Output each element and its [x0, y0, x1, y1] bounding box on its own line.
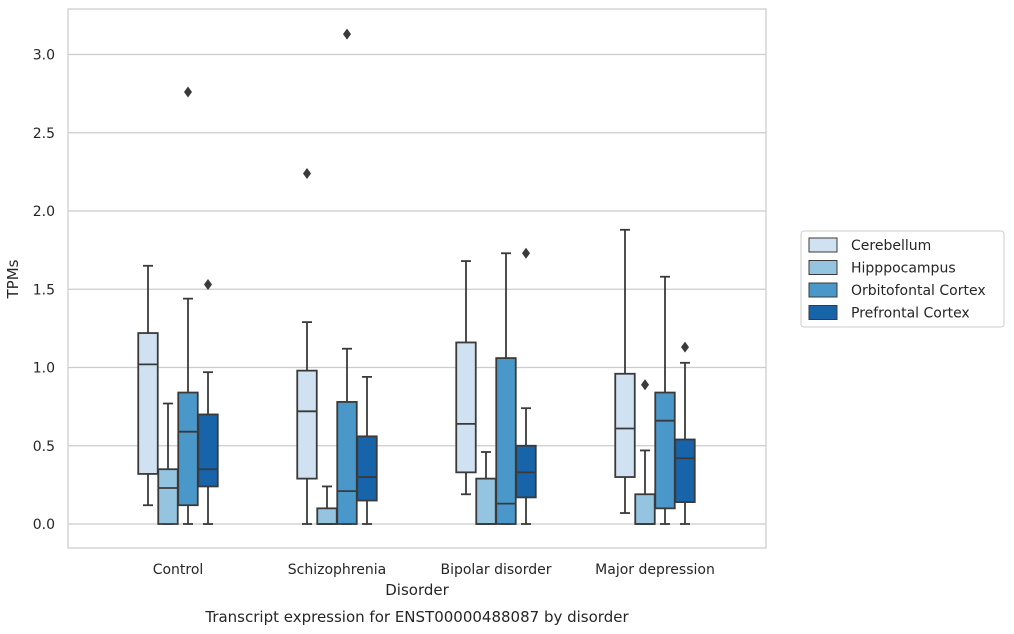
box-body: [157, 468, 179, 525]
box-hipppocampus-control: [157, 402, 179, 525]
x-tick-label: Major depression: [595, 562, 715, 578]
x-tick-label: Bipolar disorder: [440, 562, 551, 578]
outlier-point: [303, 167, 311, 179]
legend-label: Cerebellum: [851, 238, 931, 254]
box-hipppocampus-bipolar-disorder: [475, 451, 497, 525]
box-hipppocampus-schizophrenia: [316, 485, 338, 525]
box-body: [614, 372, 636, 478]
box-prefrontal-cortex-bipolar-disorder: [515, 247, 537, 525]
legend-swatch: [808, 260, 838, 275]
box-cerebellum-bipolar-disorder: [455, 260, 477, 496]
box-body: [356, 435, 378, 502]
box-prefrontal-cortex-major-depression: [674, 341, 696, 525]
box-body: [475, 477, 497, 525]
outlier-point: [184, 86, 192, 98]
box-body: [674, 438, 696, 503]
legend-swatch: [808, 237, 838, 253]
box-orbitofontal-cortex-schizophrenia: [336, 28, 358, 525]
y-tick-label: 1.0: [33, 361, 55, 377]
box-body: [316, 507, 338, 525]
chart-caption: Transcript expression for ENST0000048808…: [204, 608, 629, 626]
y-tick-labels: 0.0 0.5 1.0 1.5 2.0 2.5 3.0: [33, 48, 55, 534]
box-body: [455, 341, 477, 474]
legend-label: Hipppocampus: [851, 261, 956, 277]
y-tick-label: 2.0: [33, 204, 55, 220]
box-cerebellum-control: [137, 264, 159, 507]
x-axis-label: Disorder: [385, 581, 449, 599]
outlier-point: [204, 279, 212, 291]
x-tick-label: Schizophrenia: [288, 562, 386, 578]
legend: Cerebellum Hipppocampus Orbitofontal Corte…: [800, 230, 1005, 328]
box-cerebellum-schizophrenia: [296, 167, 318, 525]
outlier-point: [681, 341, 689, 353]
box-body: [336, 401, 358, 525]
y-tick-label: 3.0: [33, 48, 55, 64]
outlier-point: [343, 28, 351, 40]
box-orbitofontal-cortex-bipolar-disorder: [495, 252, 517, 525]
box-orbitofontal-cortex-control: [177, 86, 199, 525]
outlier-point: [522, 247, 530, 259]
x-tick-label: Control: [153, 562, 204, 578]
box-body: [495, 357, 517, 525]
box-body: [197, 413, 219, 488]
y-axis-label: TPMs: [4, 259, 22, 299]
box-body: [634, 493, 656, 525]
box-groups: [137, 28, 696, 525]
legend-swatch: [808, 305, 838, 320]
box-cerebellum-major-depression: [614, 228, 636, 514]
box-hipppocampus-major-depression: [634, 379, 656, 525]
box-prefrontal-cortex-schizophrenia: [356, 375, 378, 525]
y-tick-label: 1.5: [33, 282, 55, 298]
legend-swatch: [808, 282, 838, 298]
legend-label: Prefrontal Cortex: [851, 306, 970, 322]
box-body: [296, 369, 318, 480]
plot-area-frame: [67, 8, 767, 549]
legend-label: Orbitofontal Cortex: [851, 283, 986, 299]
y-tick-label: 0.5: [33, 439, 55, 455]
y-tick-label: 2.5: [33, 126, 55, 142]
box-prefrontal-cortex-control: [197, 279, 219, 525]
box-body: [137, 332, 159, 475]
box-body: [654, 391, 676, 510]
legend-frame: [800, 230, 1005, 328]
outlier-point: [641, 379, 649, 391]
y-tick-label: 0.0: [33, 517, 55, 533]
x-tick-labels: Control Schizophrenia Bipolar disorder Majo…: [153, 562, 715, 578]
box-orbitofontal-cortex-major-depression: [654, 275, 676, 525]
box-body: [177, 391, 199, 507]
